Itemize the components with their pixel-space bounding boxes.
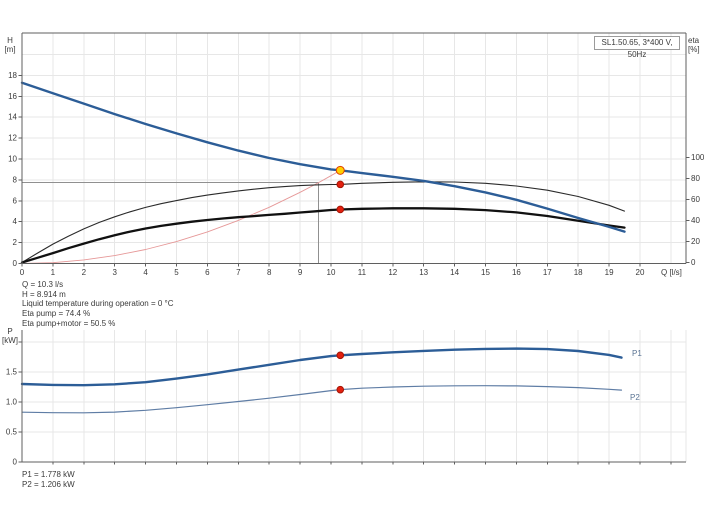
q-tick-label: 16: [512, 268, 521, 277]
eta-tick-label: 20: [691, 237, 700, 246]
p2-curve-label: P2: [630, 393, 640, 402]
h-tick-label: 18: [8, 71, 17, 80]
p1-curve-label: P1: [632, 349, 642, 358]
q-tick-label: 11: [358, 268, 367, 277]
q-tick-label: 12: [388, 268, 397, 277]
h-axis-title: H [m]: [0, 36, 20, 54]
p1-curve: [20, 347, 623, 387]
info-line: H = 8.914 m: [22, 289, 66, 299]
eta-pump-point: [336, 180, 345, 189]
info-line: Eta pump+motor = 50.5 %: [22, 318, 116, 328]
q-tick-label: 6: [205, 268, 210, 277]
eta-axis-title-line1: eta: [688, 36, 700, 45]
eta-pump-curve: [21, 181, 626, 264]
power-line: P1 = 1.778 kW: [22, 470, 75, 479]
eta-tick-label: 40: [691, 216, 700, 225]
p2-curve: [21, 385, 623, 414]
info-line: Q = 10.3 l/s: [22, 280, 64, 289]
duty-point: [335, 165, 345, 175]
q-tick-label: 15: [481, 268, 490, 277]
h-tick-label: 14: [8, 113, 17, 122]
q-tick-label: 18: [574, 268, 583, 277]
p-tick-label: 1.0: [6, 398, 18, 407]
q-tick-label: 19: [605, 268, 614, 277]
q-tick-label: 13: [419, 268, 428, 277]
q-tick-label: 14: [450, 268, 459, 277]
q-tick-label: 20: [636, 268, 645, 277]
p-axis-title-line1: P: [7, 327, 13, 336]
pump-model-label: SL1.50.65, 3*400 V, 50Hz: [594, 36, 680, 59]
p-tick-label: 0: [13, 458, 18, 467]
h-tick-label: 16: [8, 92, 17, 101]
info-line: Liquid temperature during operation = 0 …: [22, 299, 174, 309]
p2-point: [336, 385, 345, 394]
h-tick-label: 8: [13, 175, 18, 184]
p1-point: [336, 351, 345, 360]
p-axis-title-line2: [kW]: [2, 336, 18, 345]
eta-tick-label: 100: [691, 153, 704, 162]
q-tick-label: 5: [174, 268, 179, 277]
q-axis-title: Q [l/s]: [661, 268, 682, 277]
power-line: P2 = 1.206 kW: [22, 479, 75, 489]
h-tick-label: 0: [13, 259, 18, 268]
q-tick-label: 8: [267, 268, 272, 277]
qh-curve: [20, 81, 626, 233]
q-tick-label: 9: [298, 268, 303, 277]
system-curve: [21, 169, 341, 264]
eta-axis-title-line2: [%]: [688, 45, 700, 54]
eta-pump-motor-curve: [20, 207, 626, 264]
h-tick-label: 10: [8, 155, 17, 164]
h-tick-label: 6: [13, 196, 18, 205]
q-tick-label: 17: [543, 268, 552, 277]
eta-tick-label: 0: [691, 258, 696, 267]
h-tick-label: 2: [13, 238, 18, 247]
q-tick-label: 2: [82, 268, 87, 277]
eta-tick-label: 60: [691, 195, 700, 204]
q-tick-label: 4: [143, 268, 148, 277]
q-tick-label: 3: [112, 268, 117, 277]
q-tick-label: 1: [51, 268, 56, 277]
p-axis-title: P [kW]: [0, 327, 20, 345]
eta-pump-motor-point: [336, 205, 345, 214]
p-tick-label: 1.5: [6, 368, 18, 377]
power-values-info: P1 = 1.778 kW P2 = 1.206 kW: [22, 470, 75, 489]
h-axis-title-line1: H: [7, 36, 13, 45]
p-tick-label: 0.5: [6, 428, 18, 437]
eta-axis-title: eta [%]: [688, 36, 700, 54]
h-tick-label: 12: [8, 134, 17, 143]
q-tick-label: 7: [236, 268, 241, 277]
h-axis-title-line2: [m]: [4, 45, 16, 54]
eta-tick-label: 80: [691, 174, 700, 183]
operating-point-info: Q = 10.3 l/s H = 8.914 m Liquid temperatur…: [22, 280, 174, 328]
q-tick-label: 10: [327, 268, 336, 277]
q-tick-label: 0: [20, 268, 25, 277]
info-line: Eta pump = 74.4 %: [22, 309, 91, 319]
h-tick-label: 4: [13, 217, 18, 226]
